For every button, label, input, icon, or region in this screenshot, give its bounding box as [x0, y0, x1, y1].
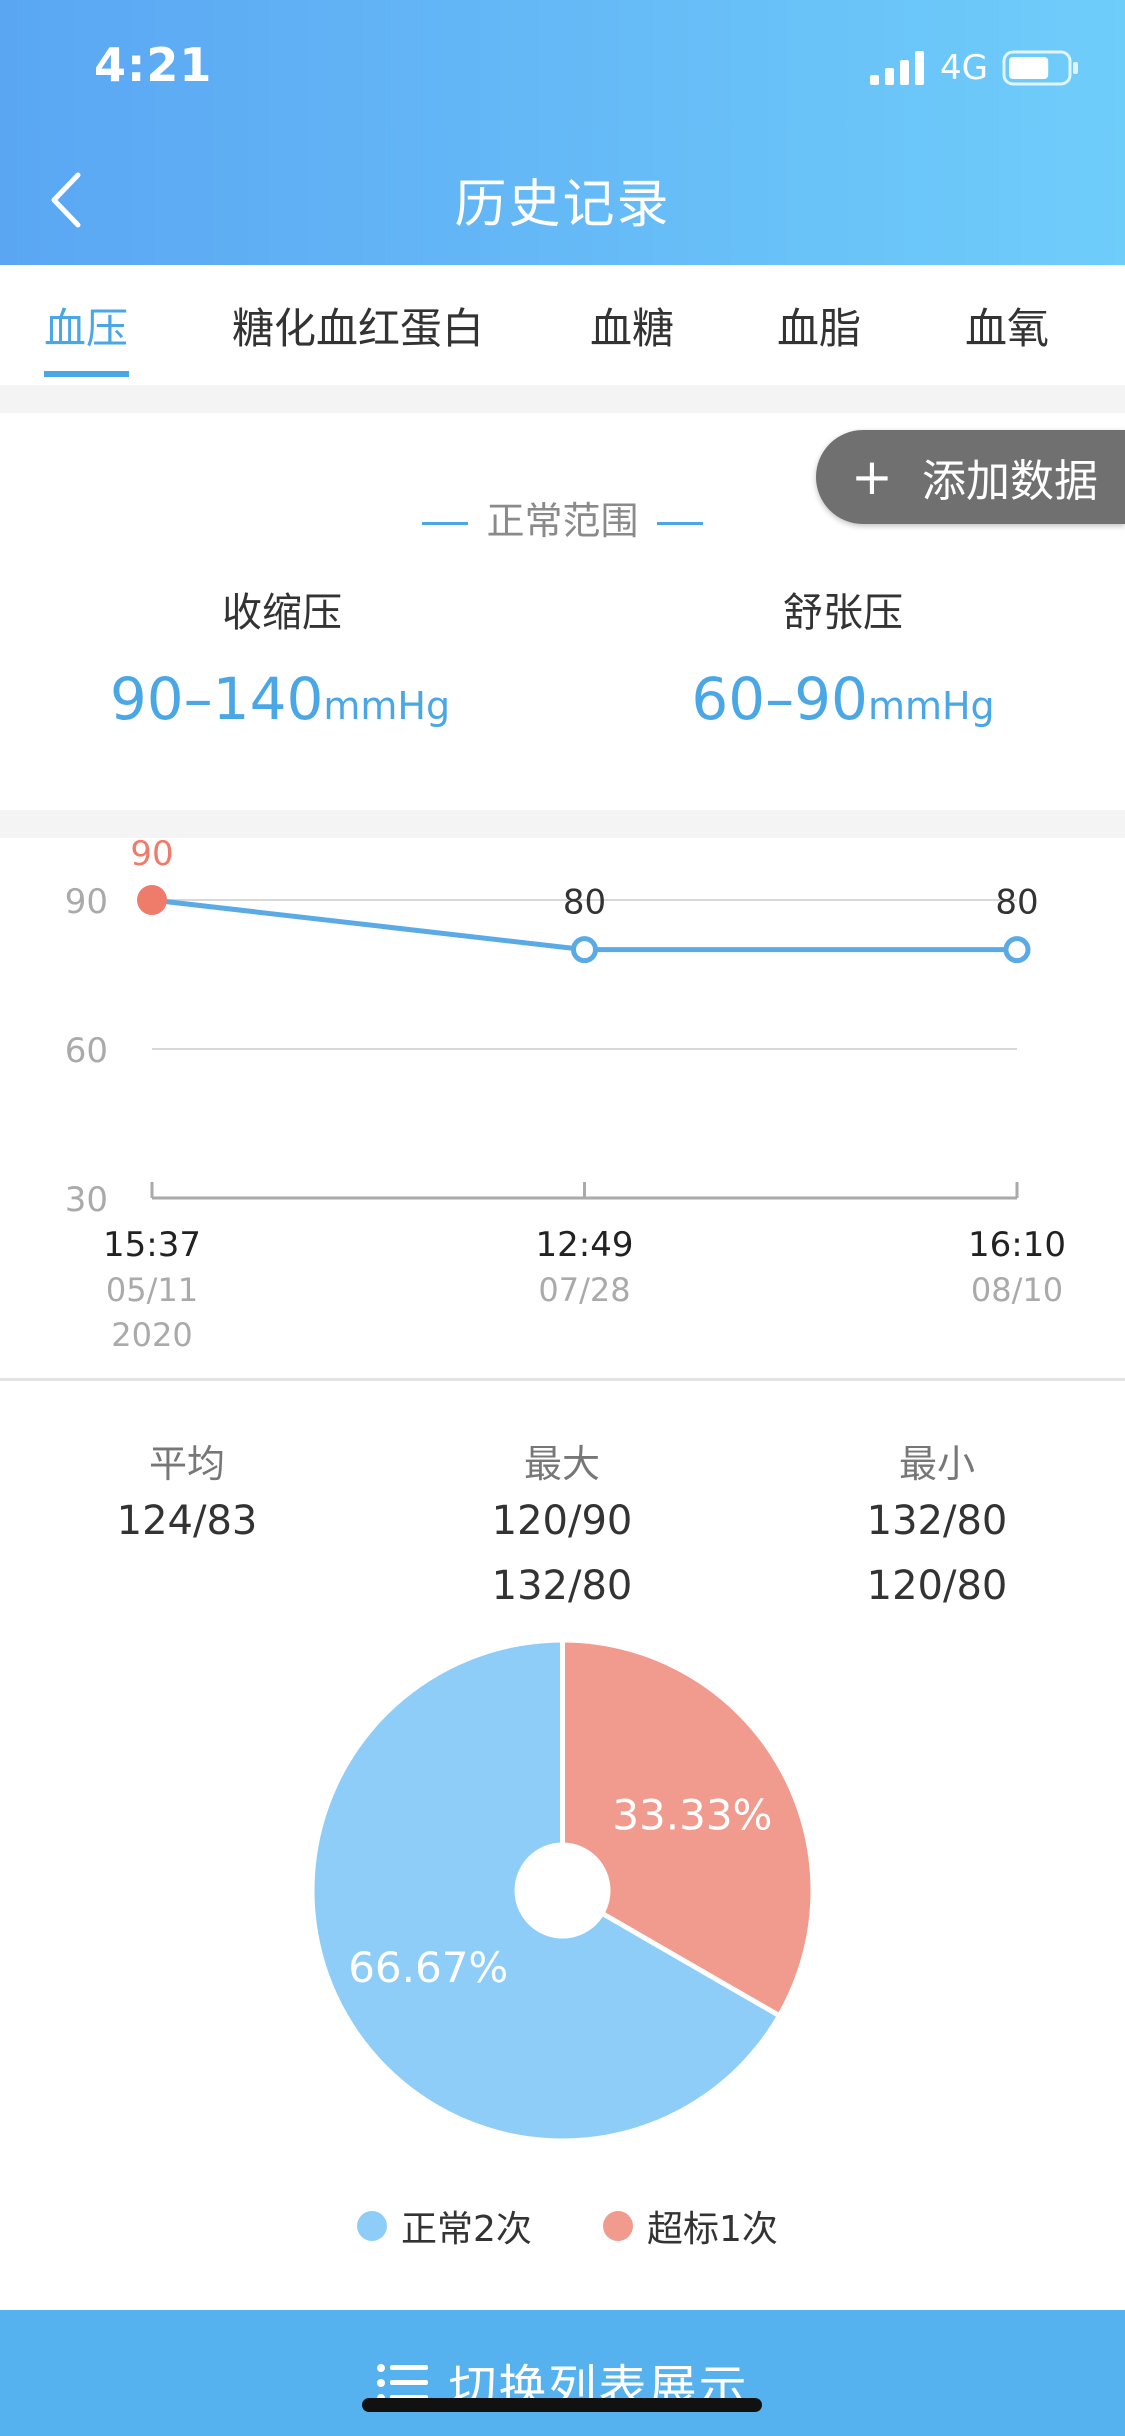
- stat-min-label: 最小: [898, 1442, 975, 1486]
- plus-icon: +: [851, 448, 893, 506]
- section-divider: [0, 385, 1125, 413]
- pie-slice[interactable]: [562, 1642, 811, 2015]
- data-label: 80: [995, 883, 1038, 923]
- legend-label: 超标1次: [647, 2209, 778, 2250]
- back-button[interactable]: [46, 165, 106, 235]
- y-tick-label: 60: [65, 1031, 108, 1071]
- y-tick-label: 90: [65, 882, 108, 922]
- systolic-range: 90–140mmHg: [30, 665, 530, 733]
- x-date-label: 08/10: [971, 1271, 1063, 1309]
- tab-hba1c[interactable]: 糖化血红蛋白: [232, 304, 485, 353]
- blood-pressure-line-chart: 90 60 30 90 80 80 15:37 05/11 12:49 07/28 16:10 08/…: [65, 838, 1066, 1354]
- data-point[interactable]: [571, 936, 598, 964]
- stat-min-value: 132/80: [866, 1498, 1008, 1544]
- diastolic-unit: mmHg: [867, 684, 995, 728]
- data-label: 80: [563, 883, 606, 923]
- section-divider: [0, 810, 1125, 838]
- stat-max-value: 120/90: [491, 1498, 633, 1544]
- network-label: 4G: [940, 48, 988, 88]
- y-tick-label: 30: [65, 1180, 108, 1220]
- dash-left: [422, 522, 469, 525]
- x-date-label: 07/28: [538, 1271, 630, 1309]
- header: 4:21 4G 历史记录: [0, 0, 1125, 265]
- data-label: 90: [130, 838, 173, 874]
- list-icon: [377, 2364, 429, 2402]
- pie-center-hole: [514, 1842, 611, 1939]
- chart-divider: [0, 1378, 1125, 1381]
- stat-min-value: 120/80: [866, 1563, 1008, 1609]
- stat-average-value: 124/83: [116, 1498, 258, 1544]
- pie-legend: 正常2次 超标1次: [0, 2200, 1125, 2250]
- systolic-range-value: 90–140: [109, 665, 324, 733]
- diastolic-label: 舒张压: [783, 590, 903, 636]
- add-data-button[interactable]: + 添加数据: [816, 430, 1125, 524]
- legend-dot: [357, 2211, 387, 2241]
- chevron-left-icon: [51, 172, 81, 228]
- legend-item-normal: 正常2次: [357, 2200, 532, 2252]
- active-tab-indicator: [44, 371, 129, 377]
- tab-blood-oxygen[interactable]: 血氧: [965, 304, 1050, 353]
- normal-range-title: 正常范围: [0, 490, 1125, 545]
- data-point[interactable]: [1003, 936, 1031, 964]
- x-year-label: 2020: [111, 1316, 192, 1354]
- x-tick-label: 12:49: [536, 1225, 634, 1265]
- diastolic-range-value: 60–90: [691, 665, 868, 733]
- data-point-abnormal[interactable]: [137, 885, 167, 915]
- pie-slice-label: 66.67%: [348, 1943, 508, 1992]
- stat-average-label: 平均: [148, 1442, 225, 1486]
- stat-max-label: 最大: [523, 1442, 600, 1486]
- home-indicator: [362, 2398, 762, 2412]
- status-icons: 4G: [870, 48, 1080, 88]
- normal-range-label: 正常范围: [486, 499, 639, 543]
- stat-max-value: 132/80: [491, 1563, 633, 1609]
- dash-right: [656, 522, 703, 525]
- systolic-label: 收缩压: [222, 590, 342, 636]
- tab-blood-glucose[interactable]: 血糖: [590, 304, 675, 353]
- diastolic-range: 60–90mmHg: [593, 665, 1093, 733]
- tab-blood-lipid[interactable]: 血脂: [777, 304, 862, 353]
- systolic-unit: mmHg: [323, 684, 451, 728]
- tab-blood-pressure[interactable]: 血压: [44, 304, 129, 353]
- x-tick-label: 15:37: [103, 1225, 201, 1265]
- status-pie-chart: 33.33% 66.67%: [314, 1642, 811, 2139]
- x-date-label: 05/11: [106, 1271, 198, 1309]
- switch-list-view-button[interactable]: 切换列表展示: [0, 2310, 1125, 2436]
- battery-icon: [1002, 50, 1078, 86]
- signal-icon: [870, 51, 925, 85]
- tab-bar: 血压 糖化血红蛋白 血糖 血脂 血氧: [0, 265, 1125, 385]
- pie-slice-label: 33.33%: [612, 1790, 772, 1839]
- status-time: 4:21: [94, 38, 213, 92]
- add-data-label: 添加数据: [922, 456, 1098, 507]
- x-tick-label: 16:10: [968, 1225, 1066, 1265]
- legend-dot: [603, 2211, 633, 2241]
- page-title: 历史记录: [454, 175, 671, 235]
- legend-label: 正常2次: [401, 2209, 532, 2250]
- legend-item-exceeded: 超标1次: [603, 2200, 778, 2252]
